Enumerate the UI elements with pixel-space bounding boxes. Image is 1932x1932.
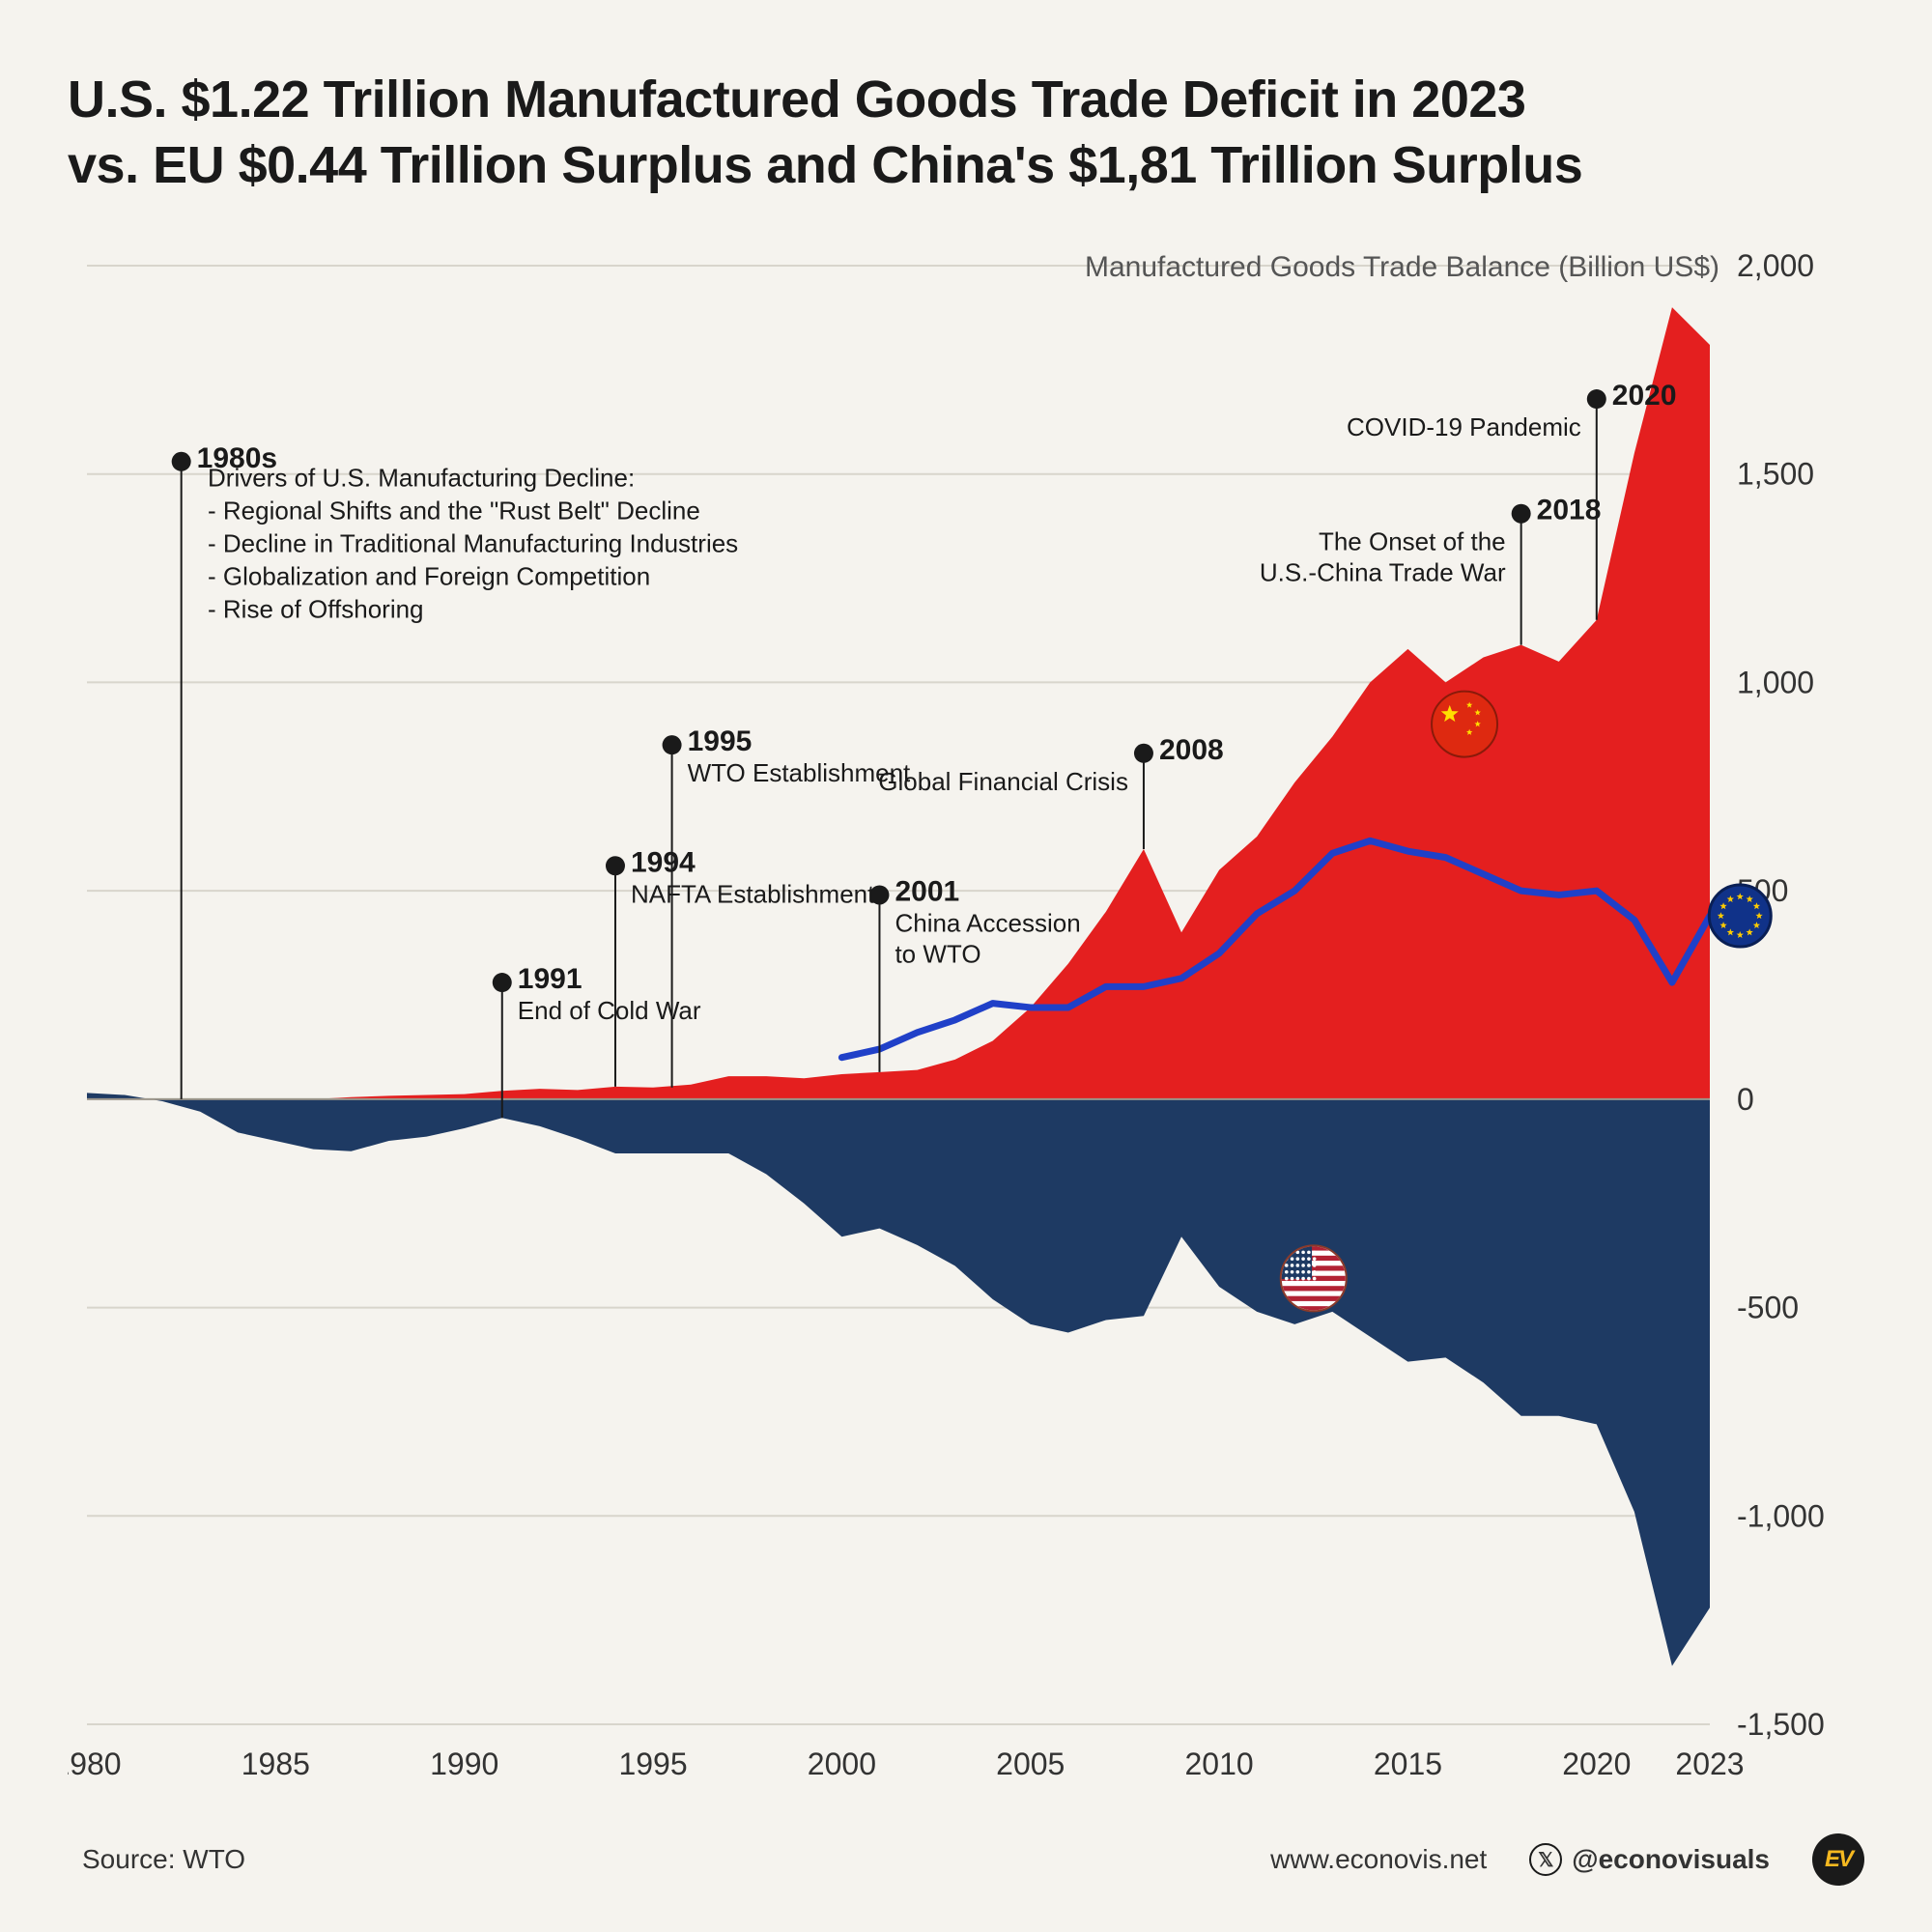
y-tick-label: -1,500	[1737, 1707, 1825, 1742]
title-line-1: U.S. $1.22 Trillion Manufactured Goods T…	[68, 71, 1525, 128]
us-area	[87, 1093, 1710, 1665]
x-tick-label: 1985	[242, 1747, 310, 1781]
annotation-dot	[869, 885, 889, 904]
svg-text:Drivers of U.S. Manufacturing: Drivers of U.S. Manufacturing Decline:	[208, 464, 635, 493]
annotation-text: The Onset of the	[1319, 527, 1506, 556]
annotation-dot	[606, 856, 625, 875]
annotation-dot	[1134, 744, 1153, 763]
annotation-text: End of Cold War	[518, 996, 701, 1025]
y-tick-label: -1,000	[1737, 1498, 1825, 1533]
eu-flag-icon	[1709, 885, 1771, 947]
footer: Source: WTO www.econovis.net 𝕏 @econovis…	[82, 1833, 1864, 1886]
annotation-dot	[1587, 389, 1606, 409]
svg-text:to WTO: to WTO	[895, 939, 980, 968]
website-link: www.econovis.net	[1270, 1844, 1487, 1875]
annotation-dot	[1512, 504, 1531, 524]
annotation-dot	[663, 735, 682, 754]
x-tick-label: 1980	[68, 1747, 122, 1781]
svg-text:- Rise of Offshoring: - Rise of Offshoring	[208, 595, 424, 624]
annotation-text: China Accession	[895, 908, 1080, 937]
x-tick-label: 2010	[1184, 1747, 1253, 1781]
title-line-2: vs. EU $0.44 Trillion Surplus and China'…	[68, 136, 1582, 194]
annotation-dot	[172, 452, 191, 471]
x-tick-label: 2015	[1374, 1747, 1442, 1781]
x-tick-label: 2023	[1675, 1747, 1744, 1781]
x-tick-label: 1995	[618, 1747, 687, 1781]
annotation-year: 1995	[688, 725, 753, 757]
y-axis-title: Manufactured Goods Trade Balance (Billio…	[1085, 251, 1719, 283]
x-tick-label: 2000	[808, 1747, 876, 1781]
china-flag-icon	[1432, 692, 1497, 757]
chart-area: -1,500-1,000-50005001,0001,5002,000Manuf…	[68, 246, 1864, 1811]
annotation-year: 2018	[1537, 495, 1602, 526]
y-tick-label: 1,000	[1737, 665, 1814, 699]
x-tick-label: 2020	[1562, 1747, 1631, 1781]
x-icon: 𝕏	[1529, 1843, 1562, 1876]
social-handle: 𝕏 @econovisuals	[1529, 1843, 1770, 1876]
annotation-text: NAFTA Establishment	[631, 879, 875, 908]
trade-balance-chart: -1,500-1,000-50005001,0001,5002,000Manuf…	[68, 246, 1864, 1811]
annotation-year: 2001	[895, 875, 959, 907]
svg-text:U.S.-China Trade War: U.S.-China Trade War	[1260, 558, 1506, 587]
y-tick-label: 1,500	[1737, 457, 1814, 492]
annotation-dot	[493, 973, 512, 992]
svg-text:- Regional Shifts and the "Rus: - Regional Shifts and the "Rust Belt" De…	[208, 497, 700, 526]
us-flag-icon	[1281, 1245, 1347, 1311]
svg-text:- Globalization and Foreign Co: - Globalization and Foreign Competition	[208, 562, 650, 591]
y-tick-label: -500	[1737, 1291, 1799, 1325]
annotation-text: Global Financial Crisis	[878, 767, 1128, 796]
x-tick-label: 2005	[996, 1747, 1065, 1781]
annotation-year: 1994	[631, 846, 696, 878]
svg-text:- Decline in Traditional Manuf: - Decline in Traditional Manufacturing I…	[208, 529, 738, 558]
annotation-year: 2008	[1159, 734, 1224, 766]
brand-badge-icon: EV	[1812, 1833, 1864, 1886]
annotation-year: 1991	[518, 963, 582, 995]
x-tick-label: 1990	[430, 1747, 498, 1781]
source-label: Source: WTO	[82, 1844, 245, 1875]
annotation-text: COVID-19 Pandemic	[1347, 412, 1581, 441]
y-tick-label: 0	[1737, 1082, 1754, 1117]
annotation-year: 2020	[1612, 380, 1677, 412]
chart-title: U.S. $1.22 Trillion Manufactured Goods T…	[68, 68, 1864, 198]
y-tick-label: 2,000	[1737, 248, 1814, 283]
